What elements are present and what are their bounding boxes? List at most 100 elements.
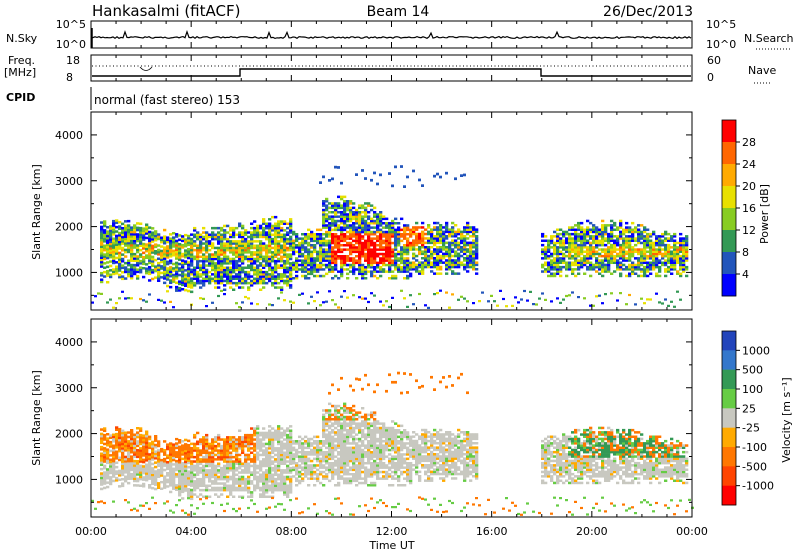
velocity-cell xyxy=(154,474,158,478)
velocity-cell xyxy=(130,444,134,447)
velocity-cell xyxy=(229,451,233,454)
power-cell xyxy=(661,239,665,242)
power-cell xyxy=(379,217,383,221)
power-cell xyxy=(556,239,560,242)
power-cell xyxy=(475,235,479,238)
power-cell xyxy=(664,298,667,301)
power-cell xyxy=(652,230,656,234)
power-cell xyxy=(268,231,272,234)
power-cell xyxy=(307,244,311,247)
power-cell xyxy=(397,230,401,234)
power-cell xyxy=(121,275,125,278)
velocity-cell xyxy=(142,434,146,437)
power-cell xyxy=(232,229,236,232)
power-cell xyxy=(256,281,260,285)
power-cell xyxy=(205,277,209,280)
velocity-cell xyxy=(217,433,221,437)
velocity-cell xyxy=(247,506,250,510)
velocity-cell xyxy=(169,459,173,463)
power-cell xyxy=(310,272,314,276)
power-cell xyxy=(661,235,665,238)
velocity-cell xyxy=(154,476,158,480)
power-cell xyxy=(163,272,167,276)
power-cell xyxy=(325,204,329,207)
power-cell xyxy=(178,280,182,283)
power-cell xyxy=(544,270,548,273)
power-cell xyxy=(118,273,122,277)
velocity-cell xyxy=(184,469,188,472)
power-cell xyxy=(355,173,358,176)
power-cell xyxy=(442,237,446,240)
power-cell xyxy=(238,257,242,261)
power-cell xyxy=(280,237,284,241)
velocity-cell xyxy=(121,467,125,470)
power-cell xyxy=(247,286,251,289)
power-cell xyxy=(232,231,236,234)
velocity-cell xyxy=(151,445,155,448)
velocity-cell xyxy=(121,442,125,446)
velocity-cell xyxy=(265,486,269,490)
power-cell xyxy=(391,226,395,229)
power-cell xyxy=(352,233,356,236)
velocity-cell xyxy=(109,434,113,437)
power-cell xyxy=(607,235,611,238)
power-cell xyxy=(274,281,278,285)
power-cell xyxy=(337,235,341,238)
power-cell xyxy=(214,257,218,261)
velocity-cell xyxy=(178,485,182,488)
power-cell xyxy=(607,250,611,253)
power-cell xyxy=(355,239,359,243)
power-cell xyxy=(247,264,251,267)
velocity-cell xyxy=(169,464,173,467)
power-cell xyxy=(259,288,263,291)
power-cell xyxy=(280,259,284,263)
power-cell xyxy=(358,228,362,232)
velocity-cell xyxy=(262,493,266,496)
power-cell xyxy=(328,215,332,218)
power-cell xyxy=(238,275,242,278)
power-cell xyxy=(280,279,284,283)
power-cell xyxy=(544,268,548,271)
velocity-cell xyxy=(169,509,172,512)
velocity-cell xyxy=(127,448,131,452)
velocity-cell xyxy=(238,477,242,481)
velocity-cell xyxy=(208,484,212,487)
power-cell xyxy=(109,233,113,237)
velocity-cell xyxy=(280,436,284,439)
power-cell xyxy=(589,241,593,245)
power-cell xyxy=(235,264,239,267)
power-cell xyxy=(307,248,311,251)
power-cell xyxy=(277,222,281,225)
velocity-cell xyxy=(226,486,230,490)
power-cell xyxy=(412,169,415,173)
power-cell xyxy=(391,230,395,234)
power-cell xyxy=(214,286,218,289)
power-cell xyxy=(331,222,335,225)
power-cell xyxy=(313,259,317,262)
power-cell xyxy=(478,300,481,303)
power-cell xyxy=(364,202,368,205)
power-cell xyxy=(259,275,263,278)
velocity-cell xyxy=(133,470,137,474)
velocity-cell xyxy=(202,436,206,439)
power-cell xyxy=(514,296,517,299)
power-cell xyxy=(337,204,341,207)
velocity-cell xyxy=(211,471,215,474)
velocity-cell xyxy=(100,439,104,442)
power-cell xyxy=(673,263,677,267)
velocity-cell xyxy=(256,475,260,479)
velocity-cell xyxy=(130,435,134,439)
velocity-cell xyxy=(172,450,176,453)
power-cell xyxy=(331,299,334,302)
power-cell xyxy=(289,266,293,269)
power-cell xyxy=(652,246,656,249)
velocity-cell xyxy=(277,427,281,430)
power-cell xyxy=(343,263,347,267)
power-cell xyxy=(286,231,290,234)
power-cell xyxy=(172,306,175,309)
power-cell xyxy=(403,270,407,273)
power-cell xyxy=(679,259,683,262)
velocity-cell xyxy=(214,466,218,470)
power-cell xyxy=(328,241,332,245)
power-cell xyxy=(292,230,296,234)
